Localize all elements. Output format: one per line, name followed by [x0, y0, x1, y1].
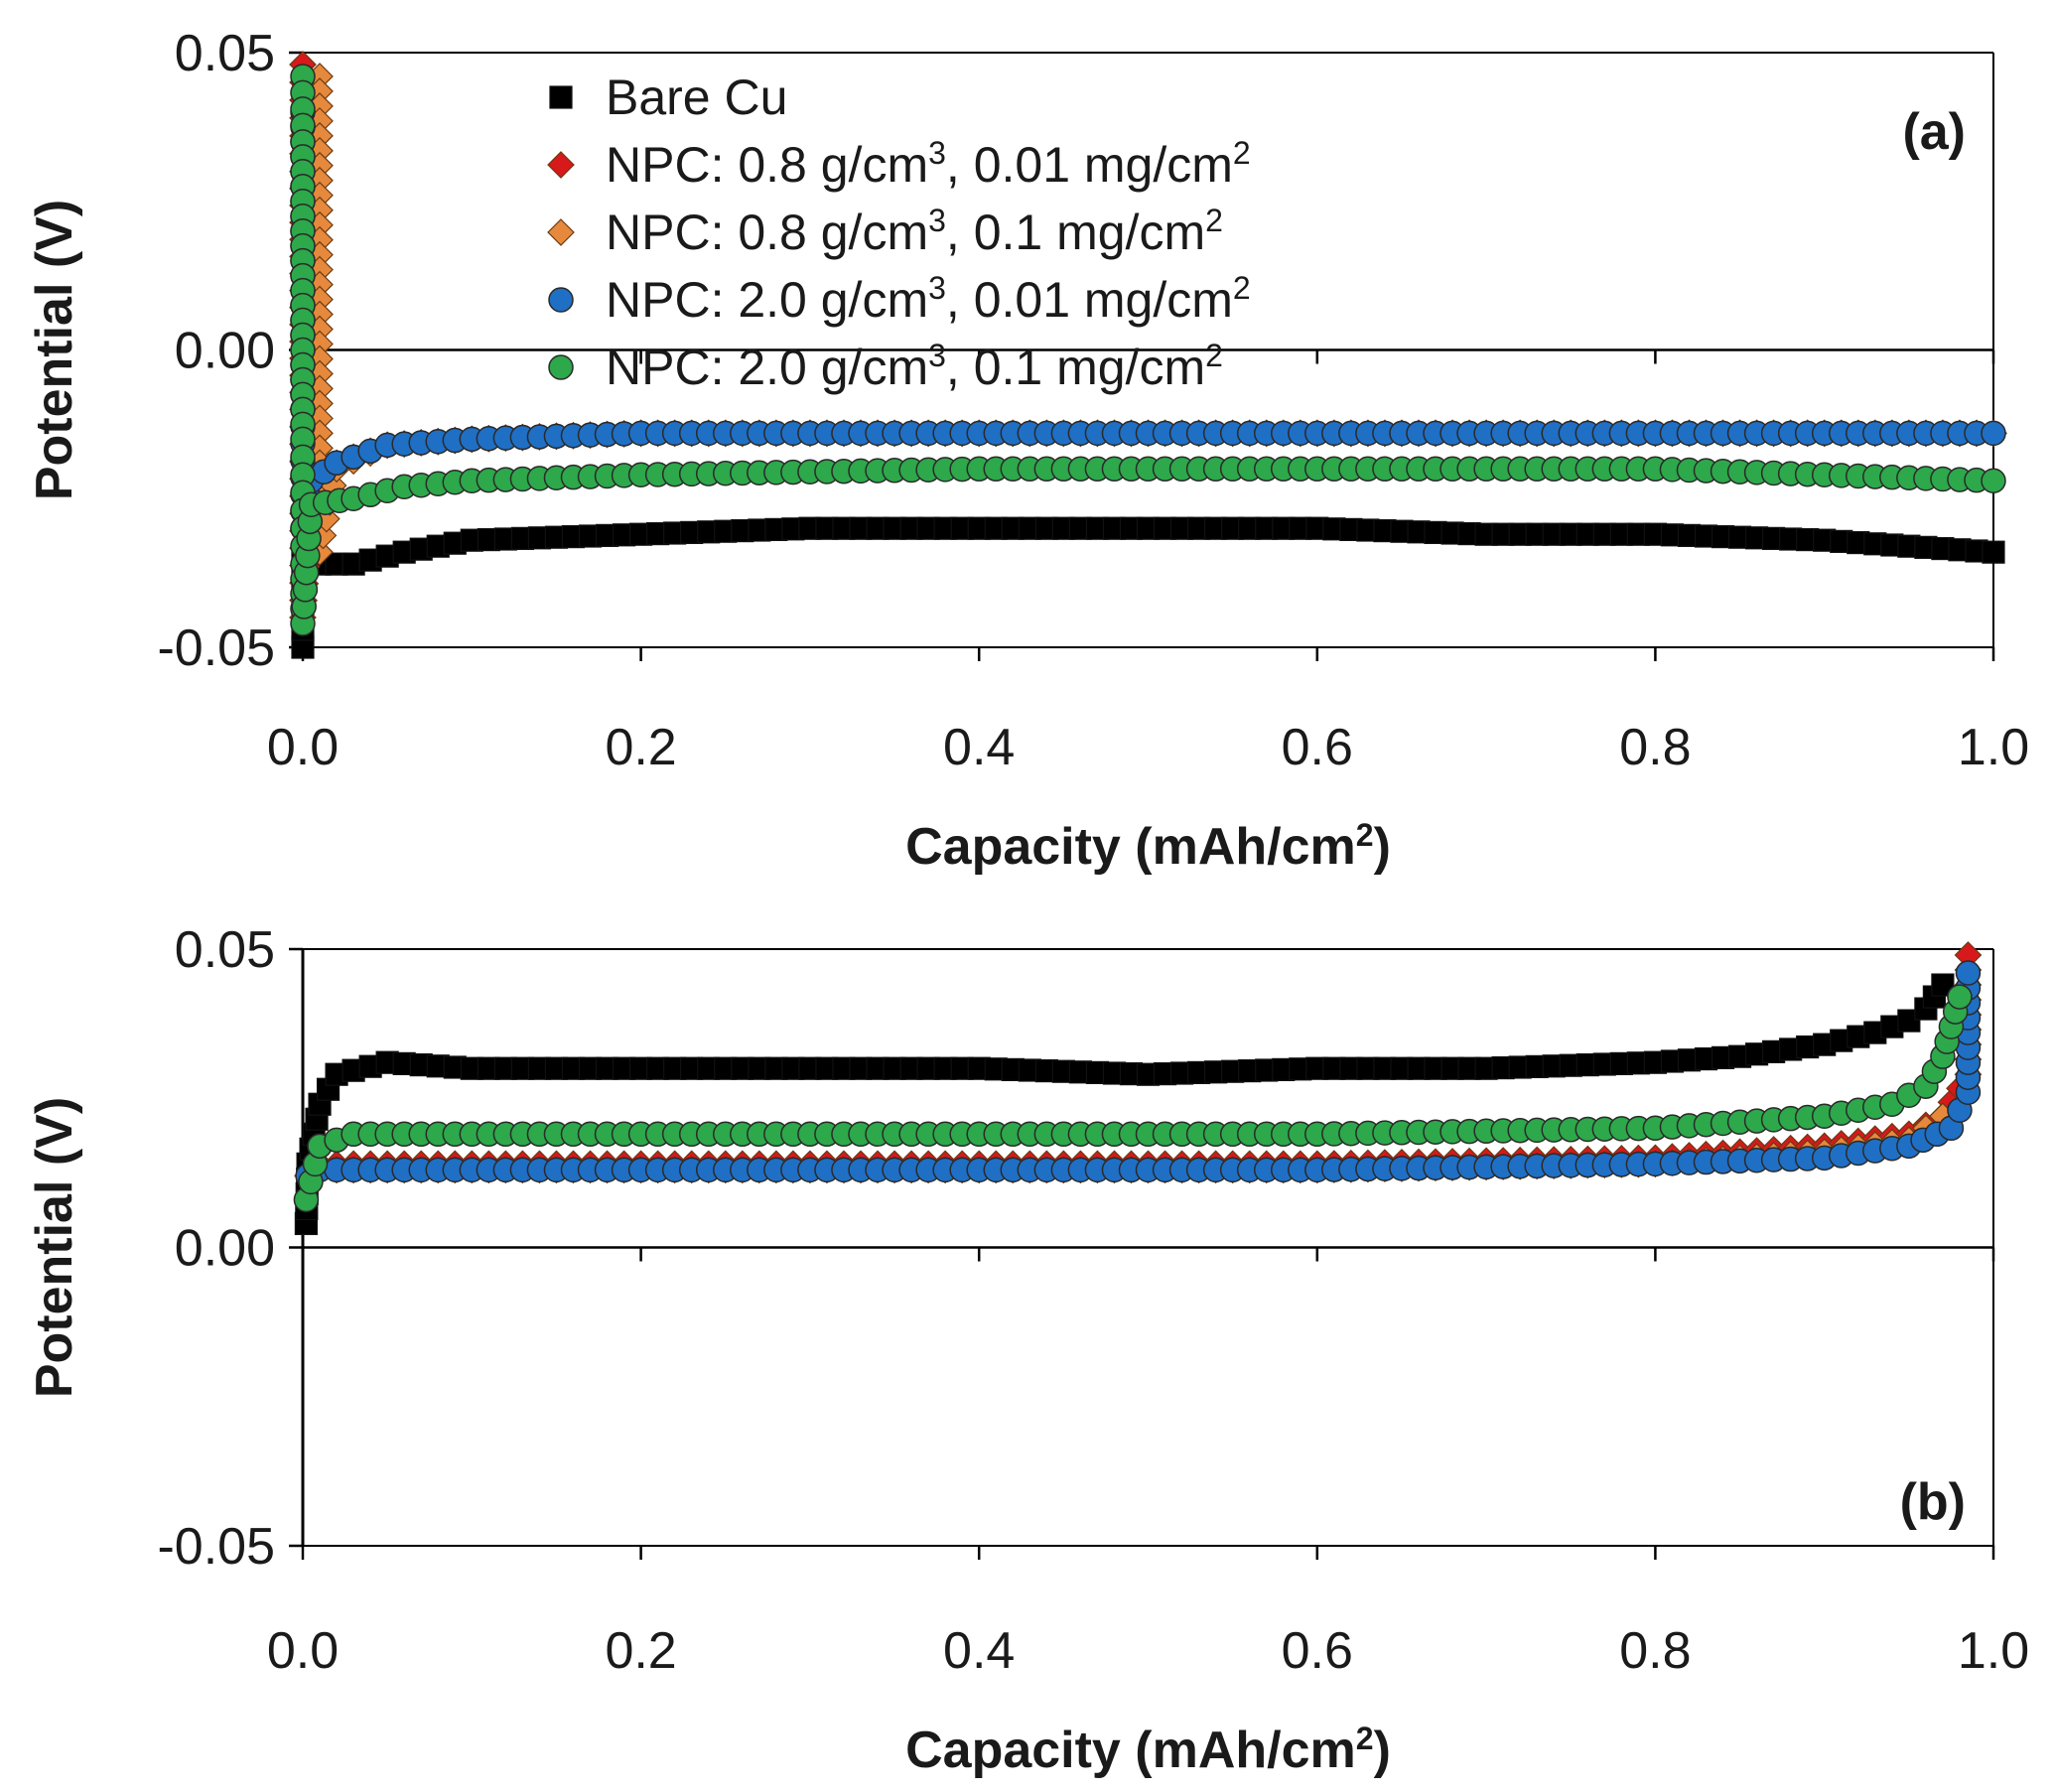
data-point: [1955, 960, 1982, 986]
x-tick-label: 0.6: [1282, 719, 1353, 776]
legend-label: NPC: 0.8 g/cm3​, 0.01 mg/cm2​: [606, 135, 1251, 193]
y-tick-label: 0.05: [175, 25, 275, 82]
x-tick-label: 0.8: [1619, 1622, 1691, 1680]
x-tick-label: 0.0: [267, 719, 339, 776]
data-point: [1947, 984, 1973, 1010]
legend-marker: [547, 218, 575, 246]
panel-a: 0.0 0.2 0.4 0.6 0.8 1.0 0.05 0.00 -0.05 Capacity …: [26, 25, 2029, 876]
y-tick-label: 0.00: [175, 1220, 275, 1278]
data-point: [1982, 540, 2005, 564]
x-tick-label: 0.2: [605, 719, 676, 776]
legend-marker: [547, 151, 575, 179]
data-point: [1981, 420, 2006, 447]
legend: Bare Cu NPC: 0.8 g/cm3​, 0.01 mg/cm2​ NPC:…: [547, 69, 1251, 395]
panel-b: 0.0 0.2 0.4 0.6 0.8 1.0 0.05 0.00 -0.05 Capacity …: [26, 921, 2029, 1779]
panel-label: (a): [1902, 103, 1966, 161]
x-axis-title: Capacity (mAh/cm2​): [905, 1721, 1391, 1779]
series-0: [291, 516, 2005, 659]
legend-label: Bare Cu: [606, 69, 787, 125]
x-tick-label: 0.4: [943, 1622, 1015, 1680]
panel-label: (b): [1900, 1473, 1966, 1531]
y-tick-label: -0.05: [157, 1518, 275, 1576]
x-tick-label: 1.0: [1958, 719, 2029, 776]
y-tick-label: 0.05: [175, 921, 275, 979]
y-tick-label: -0.05: [157, 620, 275, 677]
y-axis-title: Potential (V): [26, 200, 83, 500]
legend-label: NPC: 0.8 g/cm3​, 0.1 mg/cm2​: [606, 203, 1223, 260]
data-point: [1931, 973, 1955, 997]
y-axis-title: Potential (V): [26, 1097, 83, 1398]
series-4: [290, 64, 2006, 636]
x-tick-label: 0.2: [605, 1622, 676, 1680]
legend-marker: [549, 85, 573, 109]
legend-label: NPC: 2.0 g/cm3​, 0.1 mg/cm2​: [606, 338, 1223, 395]
x-tick-label: 1.0: [1958, 1622, 2029, 1680]
x-tick-label: 0.8: [1619, 719, 1691, 776]
series-4: [293, 984, 1973, 1213]
legend-marker: [548, 354, 574, 380]
x-tick-label: 0.4: [943, 719, 1015, 776]
y-tick-label: 0.00: [175, 323, 275, 380]
series-0: [294, 973, 1955, 1236]
legend-label: NPC: 2.0 g/cm3​, 0.01 mg/cm2​: [606, 270, 1251, 328]
legend-marker: [548, 287, 574, 313]
x-axis-title: Capacity (mAh/cm2​): [905, 817, 1391, 876]
x-tick-label: 0.0: [267, 1622, 339, 1680]
x-tick-label: 0.6: [1282, 1622, 1353, 1680]
data-point: [1981, 468, 2006, 494]
